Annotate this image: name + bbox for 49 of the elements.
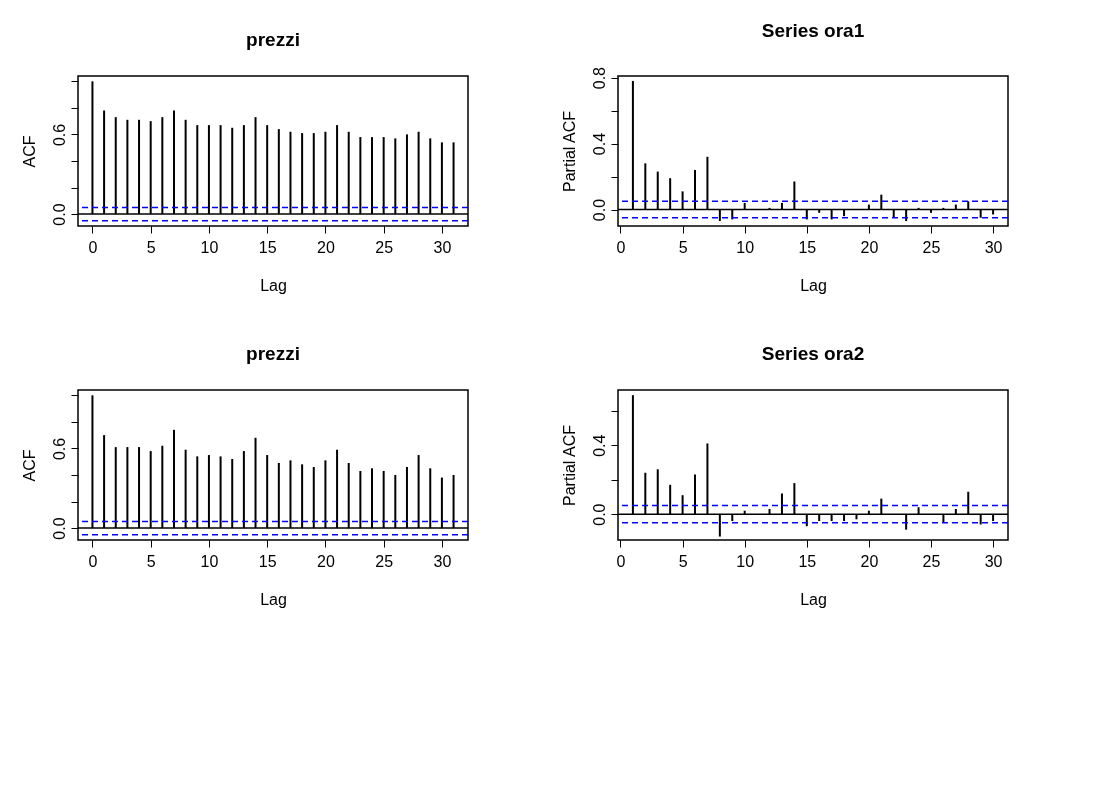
x-tick-label: 15: [798, 552, 817, 570]
x-axis-title: Lag: [260, 276, 287, 294]
chart-title: prezzi: [246, 343, 300, 364]
y-tick-label: 0.0: [50, 517, 68, 540]
y-axis-title: ACF: [20, 449, 38, 482]
x-tick-label: 20: [860, 238, 879, 256]
x-tick-label: 5: [678, 238, 688, 256]
x-tick-label: 20: [860, 552, 879, 570]
x-tick-label: 0: [88, 238, 98, 256]
x-tick-label: 0: [88, 552, 98, 570]
y-axis-title: ACF: [20, 135, 38, 168]
x-tick-label: 0: [616, 238, 626, 256]
y-tick-label: 0.6: [50, 437, 68, 461]
x-tick-label: 25: [922, 238, 941, 256]
x-tick-label: 20: [317, 238, 335, 256]
x-tick-label: 15: [258, 238, 277, 256]
y-tick-label: 0.4: [590, 132, 608, 156]
y-axis-title: Partial ACF: [560, 110, 578, 192]
x-tick-label: 10: [200, 238, 219, 256]
x-tick-label: 10: [200, 552, 219, 570]
x-tick-label: 30: [433, 552, 452, 570]
x-tick-label: 15: [798, 238, 817, 256]
y-tick-label: 0.8: [590, 66, 608, 90]
x-tick-label: 5: [146, 552, 156, 570]
y-tick-label: 0.4: [590, 434, 608, 457]
y-tick-label: 0.0: [590, 503, 608, 526]
x-tick-label: 25: [375, 238, 394, 256]
x-tick-label: 10: [736, 238, 755, 256]
chart-title: prezzi: [246, 29, 300, 50]
x-tick-label: 0: [616, 552, 626, 570]
chart-title: Series ora2: [761, 343, 865, 364]
x-tick-label: 30: [433, 238, 452, 256]
x-tick-label: 30: [984, 552, 1003, 570]
y-tick-label: 0.6: [50, 123, 68, 147]
x-tick-label: 25: [922, 552, 941, 570]
x-tick-label: 10: [736, 552, 755, 570]
y-axis-title: Partial ACF: [560, 424, 578, 506]
y-tick-label: 0.0: [590, 198, 608, 222]
x-axis-title: Lag: [800, 276, 827, 294]
x-tick-label: 5: [146, 238, 156, 256]
x-tick-label: 15: [258, 552, 277, 570]
x-axis-title: Lag: [260, 590, 287, 608]
chart-title: Series ora1: [761, 19, 865, 41]
x-tick-label: 30: [984, 238, 1003, 256]
x-tick-label: 25: [375, 552, 394, 570]
x-tick-label: 5: [678, 552, 688, 570]
x-tick-label: 20: [317, 552, 335, 570]
x-axis-title: Lag: [800, 590, 827, 608]
y-tick-label: 0.0: [50, 203, 68, 226]
